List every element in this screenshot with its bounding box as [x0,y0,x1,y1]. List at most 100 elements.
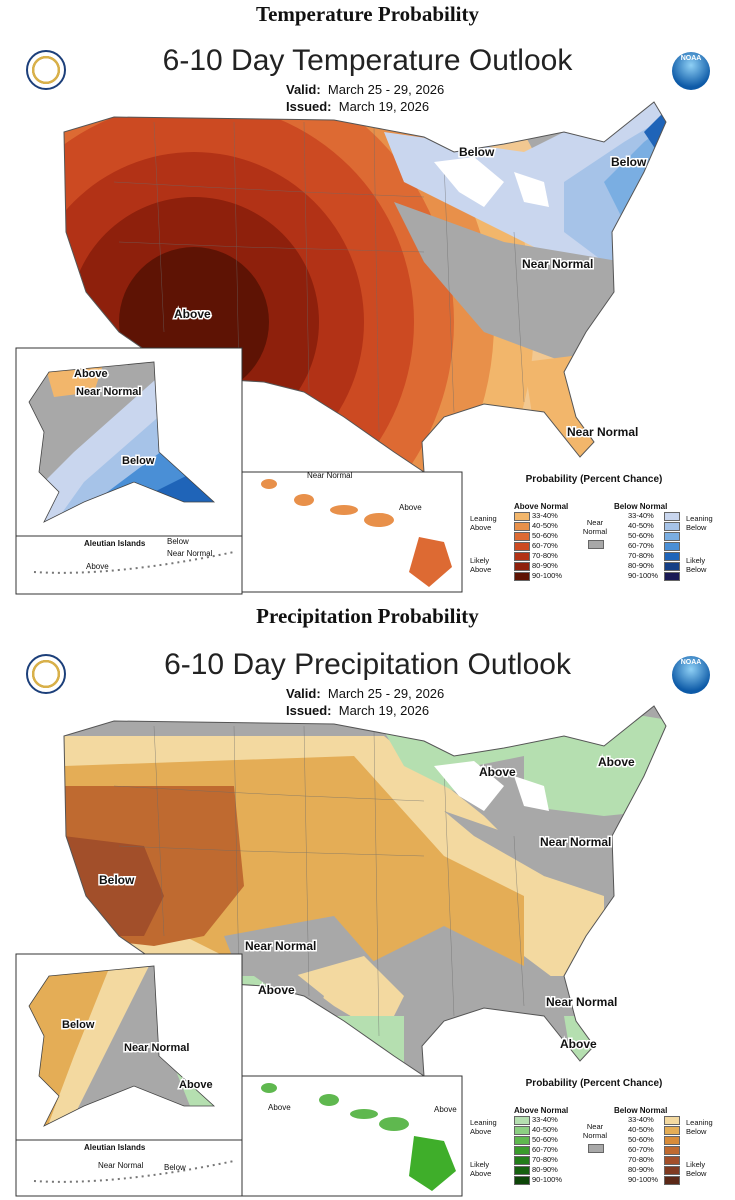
precipitation-section-title: Precipitation Probability [256,604,479,628]
temp-legend-below-range-0: 33-40% [628,511,654,520]
aleutian-precip-label-below: Below [164,1163,186,1172]
precip-legend-above-swatch-5 [514,1166,530,1175]
ak-precip-label-above: Above [179,1079,213,1091]
temp-legend-below-swatch-0 [664,512,680,521]
temp-legend-below-range-1: 40-50% [628,521,654,530]
temp-label-near-normal-florida: Near Normal [567,425,638,439]
aleutian-temp-title: Aleutian Islands [84,539,146,548]
temperature-valid-line: Valid: March 25 - 29, 2026 [286,82,444,97]
aleutian-temp-label-near-normal: Near Normal [167,549,213,558]
precip-valid-line: Valid: March 25 - 29, 2026 [286,686,444,701]
precip-legend-below-swatch-5 [664,1166,680,1175]
precip-legend-below-swatch-3 [664,1146,680,1155]
precip-legend-above-head: Above Normal [514,1106,569,1115]
precip-legend-likely-below: Likely Below [686,1160,707,1178]
precipitation-outlook-panel: NOAA 6-10 Day Precipitation Outlook Vali… [4,636,731,1200]
precip-label-above-southwest: Above [258,983,295,997]
temp-legend-below-swatch-3 [664,542,680,551]
aleutian-precip-title: Aleutian Islands [84,1143,146,1152]
precip-legend-below-swatch-4 [664,1156,680,1165]
precip-legend-below-range-0: 33-40% [628,1115,654,1124]
temp-legend-below-swatch-2 [664,532,680,541]
precip-label-near-normal-southwest: Near Normal [245,939,316,953]
temp-legend-above-swatch-3 [514,542,530,551]
precip-legend-below-swatch-0 [664,1116,680,1125]
hi-temp-label-near-normal: Near Normal [307,471,353,480]
temp-legend-below-range-4: 70-80% [628,551,654,560]
valid-label: Valid: [286,686,321,701]
ak-temp-label-below: Below [122,455,155,467]
temperature-map-svg: Below Below Above Near Normal Near Norma… [15,101,667,595]
aleutian-inset [15,1139,243,1197]
temp-legend-above-swatch-2 [514,532,530,541]
temp-legend-near-normal: Near Normal [582,518,608,536]
precip-map-svg: Above Above Near Normal Below Near Norma… [15,705,667,1197]
precip-legend-leaning-above: Leaning Above [470,1118,497,1136]
temperature-outlook-panel: NOAA 6-10 Day Temperature Outlook Valid:… [4,32,731,600]
precip-legend-above-range-6: 90-100% [532,1175,563,1184]
precip-label-above-great-lakes: Above [479,765,516,779]
temp-legend-above-swatch-1 [514,522,530,531]
temp-legend-leaning-below: Leaning Below [686,514,713,532]
temp-legend-above-range-0: 33-40% [532,511,558,520]
temp-legend-below-range-6: 90-100% [628,571,659,580]
temp-legend-above-range-5: 80-90% [532,561,558,570]
temp-legend-leaning-above: Leaning Above [470,514,497,532]
ak-precip-label-near-normal: Near Normal [124,1042,189,1054]
precip-legend-above-swatch-6 [514,1176,530,1185]
issued-label: Issued: [286,99,332,114]
temp-legend-above-swatch-5 [514,562,530,571]
temp-legend-below-range-2: 50-60% [628,531,654,540]
temp-legend-title: Probability (Percent Chance) [525,474,663,485]
precip-legend-leaning-below: Leaning Below [686,1118,713,1136]
precip-label-above-new-england: Above [598,755,635,769]
valid-value: March 25 - 29, 2026 [327,686,445,701]
temp-label-near-normal-east: Near Normal [522,257,593,271]
precip-legend-below-range-4: 70-80% [628,1155,654,1164]
aleutian-temp-label-above: Above [86,562,109,571]
temp-label-below-great-lakes: Below [459,145,495,159]
precip-legend-above-swatch-3 [514,1146,530,1155]
precip-label-near-normal-florida: Near Normal [546,995,617,1009]
precip-legend-below-range-3: 60-70% [628,1145,654,1154]
precip-legend-below-range-6: 90-100% [628,1175,659,1184]
precip-legend-below-range-2: 50-60% [628,1135,654,1144]
temp-legend-above-swatch-0 [514,512,530,521]
temp-legend-below-swatch-1 [664,522,680,531]
precip-legend-above-range-5: 80-90% [532,1165,558,1174]
doc-seal-icon [26,50,66,90]
temp-label-above-southwest: Above [174,307,211,321]
precip-issued-line: Issued: March 19, 2026 [286,703,429,718]
temperature-section-title: Temperature Probability [255,2,480,26]
valid-value: March 25 - 29, 2026 [327,82,445,97]
temp-legend-above-swatch-6 [514,572,530,581]
precip-legend-above-range-3: 60-70% [532,1145,558,1154]
precip-legend-below-range-5: 80-90% [628,1165,654,1174]
ak-temp-label-near-normal: Near Normal [76,386,141,398]
precip-legend-near-swatch [588,1144,604,1153]
temp-legend-below-swatch-4 [664,552,680,561]
precip-legend: Probability (Percent Chance) Above Norma… [464,1078,726,1198]
noaa-logo-icon: NOAA [672,52,710,90]
issued-label: Issued: [286,703,332,718]
temp-legend-below-head: Below Normal [614,502,668,511]
precip-legend-above-swatch-2 [514,1136,530,1145]
temp-legend-above-range-2: 50-60% [532,531,558,540]
precip-legend-near-normal: Near Normal [582,1122,608,1140]
temp-legend-above-swatch-4 [514,552,530,561]
temp-legend-below-swatch-5 [664,562,680,571]
precip-legend-above-range-1: 40-50% [532,1125,558,1134]
precip-legend-below-swatch-2 [664,1136,680,1145]
hi-temp-label-above: Above [399,503,422,512]
issued-value: March 19, 2026 [338,703,430,718]
aleutian-precip-label-near-normal: Near Normal [98,1161,144,1170]
precip-legend-above-range-0: 33-40% [532,1115,558,1124]
temp-legend-above-range-6: 90-100% [532,571,563,580]
precip-legend-likely-above: Likely Above [470,1160,492,1178]
hi-precip-label-above-east: Above [434,1105,457,1114]
temp-legend-below-swatch-6 [664,572,680,581]
temp-legend-likely-below: Likely Below [686,556,707,574]
temp-label-below-new-england: Below [611,155,647,169]
issued-value: March 19, 2026 [338,99,430,114]
temp-legend-likely-above: Likely Above [470,556,492,574]
